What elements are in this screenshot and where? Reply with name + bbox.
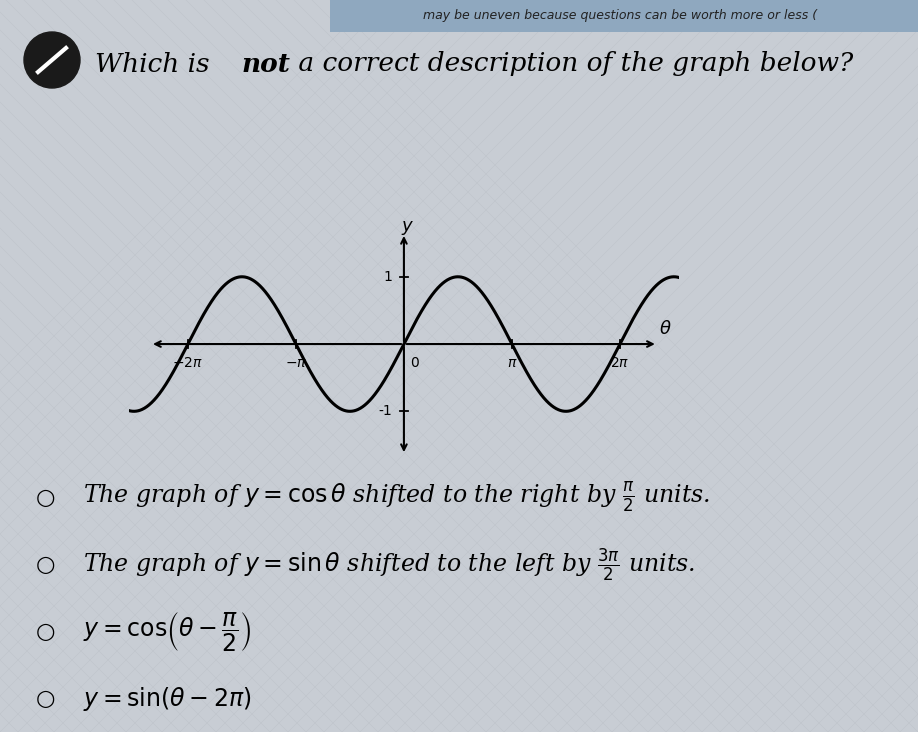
Text: 1: 1 [383, 270, 392, 284]
Text: $\pi$: $\pi$ [507, 356, 517, 370]
Text: a correct description of the graph below?: a correct description of the graph below… [290, 51, 853, 77]
Text: ○: ○ [36, 488, 56, 508]
Text: $\theta$: $\theta$ [659, 320, 672, 338]
Circle shape [24, 32, 80, 88]
Text: may be uneven because questions can be worth more or less (: may be uneven because questions can be w… [423, 10, 817, 23]
Text: $y = \sin(\theta - 2\pi)$: $y = \sin(\theta - 2\pi)$ [83, 684, 252, 713]
Text: not: not [242, 51, 291, 77]
Text: $y$: $y$ [400, 220, 414, 237]
Text: ○: ○ [36, 622, 56, 642]
Text: $y = \cos\!\left(\theta - \dfrac{\pi}{2}\right)$: $y = \cos\!\left(\theta - \dfrac{\pi}{2}… [83, 610, 252, 654]
Text: The graph of $y = \sin \theta$ shifted to the left by $\frac{3\pi}{2}$ units.: The graph of $y = \sin \theta$ shifted t… [83, 546, 695, 584]
Text: ○: ○ [36, 555, 56, 575]
Text: $-2\pi$: $-2\pi$ [173, 356, 204, 370]
Text: 0: 0 [410, 356, 419, 370]
Text: ○: ○ [36, 689, 56, 709]
Bar [330, 0, 918, 32]
Text: Which is: Which is [95, 51, 218, 77]
Text: $2\pi$: $2\pi$ [610, 356, 630, 370]
Text: -1: -1 [378, 404, 392, 418]
Text: The graph of $y = \cos \theta$ shifted to the right by $\frac{\pi}{2}$ units.: The graph of $y = \cos \theta$ shifted t… [83, 481, 710, 515]
Text: $-\pi$: $-\pi$ [285, 356, 307, 370]
